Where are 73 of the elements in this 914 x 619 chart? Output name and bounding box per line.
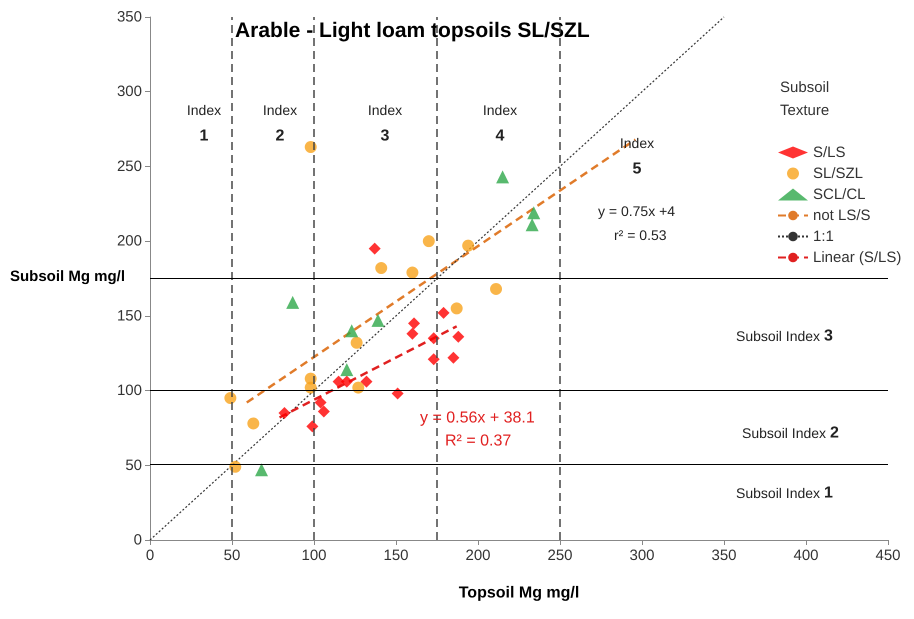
x-tick-label: 0: [146, 547, 154, 564]
y-tick-label: 300: [116, 83, 142, 100]
point: [350, 336, 363, 349]
annotation: Index 1: [186, 102, 222, 144]
legend-label: SL/SZL: [813, 165, 864, 182]
point: [428, 353, 440, 366]
annotation: r² = 0.53: [614, 227, 667, 243]
point: [306, 420, 318, 432]
legend-label: not LS/S: [813, 207, 871, 224]
annotation: Index 3: [368, 102, 402, 144]
point: [408, 317, 420, 330]
legend-label: S/LS: [813, 144, 846, 161]
point: [452, 330, 464, 343]
point: [450, 302, 463, 314]
y-tick-label: 0: [134, 532, 142, 548]
chart-title: Arable - Light loam topsoils SL/SZL: [235, 19, 590, 42]
x-tick-label: 250: [547, 547, 573, 564]
x-tick-label: 300: [629, 547, 655, 564]
point: [422, 235, 435, 248]
y-tick-label: 250: [116, 158, 142, 175]
point: [371, 314, 384, 327]
point: [332, 376, 345, 388]
point: [255, 463, 268, 476]
point: [447, 352, 460, 364]
annotation: Index 5: [620, 135, 654, 178]
legend-label: Linear (S/LS): [813, 249, 902, 266]
x-tick-label: 450: [875, 547, 901, 564]
legend-label: SCL/CL: [813, 186, 866, 203]
point: [406, 328, 418, 340]
x-tick-label: 400: [793, 547, 819, 564]
point: [368, 242, 381, 255]
x-tick-label: 50: [224, 547, 240, 564]
point: [496, 170, 510, 184]
point: [438, 306, 450, 319]
annotation: Subsoil Index 1: [736, 484, 833, 502]
point: [352, 382, 364, 394]
point: [340, 363, 354, 376]
y-axis-title: Subsoil Mg mg/l: [10, 268, 125, 285]
point: [375, 262, 388, 274]
point: [314, 396, 327, 409]
annotation: Index 2: [262, 102, 298, 144]
point: [224, 392, 236, 404]
x-tick-label: 200: [465, 547, 491, 564]
point: [392, 388, 404, 400]
point: [406, 266, 418, 279]
x-tick-label: 350: [711, 547, 737, 564]
y-tick-label: 350: [116, 8, 142, 26]
y-tick-label: 100: [116, 382, 142, 400]
point: [278, 406, 290, 419]
point: [340, 376, 353, 388]
annotation: Subsoil Index 3: [736, 328, 833, 344]
point: [526, 218, 539, 232]
x-tick-label: 100: [301, 547, 327, 564]
point: [462, 240, 474, 252]
annotation: R² = 0.37: [445, 432, 512, 450]
legend-title: Subsoil Texture: [780, 79, 834, 119]
point: [490, 282, 502, 295]
y-tick-label: 150: [116, 307, 142, 324]
point: [247, 417, 260, 430]
annotation: y = 0.75x +4: [598, 203, 676, 219]
point: [318, 405, 330, 418]
x-axis-title: Topsoil Mg mg/l: [458, 584, 580, 602]
y-tick-label: 200: [116, 232, 142, 250]
point: [527, 206, 540, 220]
annotation: Index 4: [482, 102, 518, 144]
point: [428, 332, 440, 344]
point: [360, 376, 372, 388]
legend-label: 1:1: [813, 228, 834, 245]
y-tick-label: 50: [125, 456, 142, 474]
annotation: Subsoil Index 2: [742, 424, 839, 442]
point: [345, 324, 358, 338]
x-tick-label: 150: [383, 547, 409, 564]
point: [286, 296, 300, 309]
